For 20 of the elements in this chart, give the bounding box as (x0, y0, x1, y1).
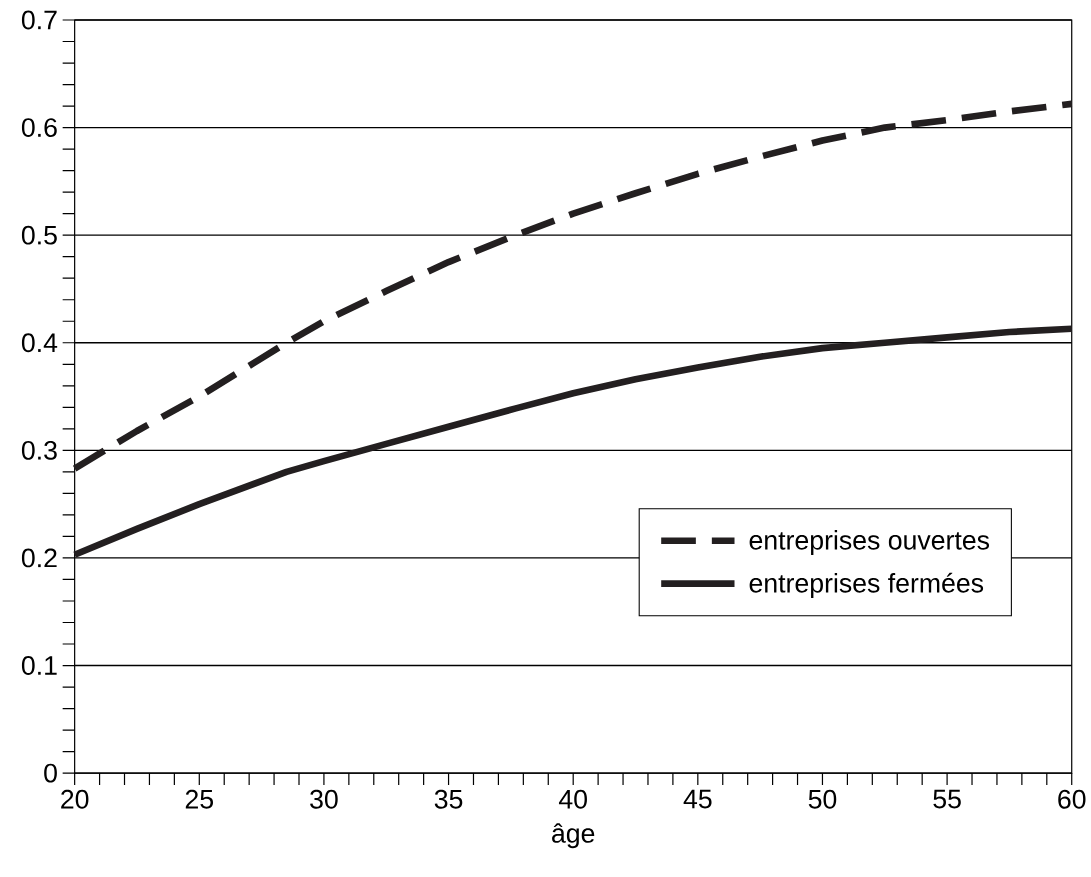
x-axis-title: âge (552, 823, 595, 849)
x-tick-label: 50 (808, 789, 837, 809)
x-tick-label: 25 (185, 789, 213, 809)
y-tick-label: 0.3 (21, 440, 57, 460)
y-tick-label: 0.1 (21, 656, 57, 675)
y-tick-label: 0.6 (21, 118, 57, 137)
x-tick-label: 30 (310, 789, 338, 809)
legend-label: entreprises fermées (749, 572, 984, 598)
y-tick-label: 0.5 (21, 225, 57, 245)
x-tick-label: 60 (1058, 789, 1086, 809)
x-tick-label: 40 (558, 789, 587, 809)
legend-label: entreprises ouvertes (749, 530, 990, 555)
y-tick-label: 0.2 (21, 548, 57, 568)
x-tick-label: 20 (61, 789, 89, 809)
x-tick-label: 35 (434, 789, 463, 809)
y-tick-label: 0.4 (21, 333, 58, 353)
x-tick-label: 55 (933, 789, 961, 809)
y-tick-label: 0.7 (21, 10, 57, 30)
y-tick-label: 0 (44, 763, 57, 783)
x-tick-label: 45 (683, 789, 712, 809)
